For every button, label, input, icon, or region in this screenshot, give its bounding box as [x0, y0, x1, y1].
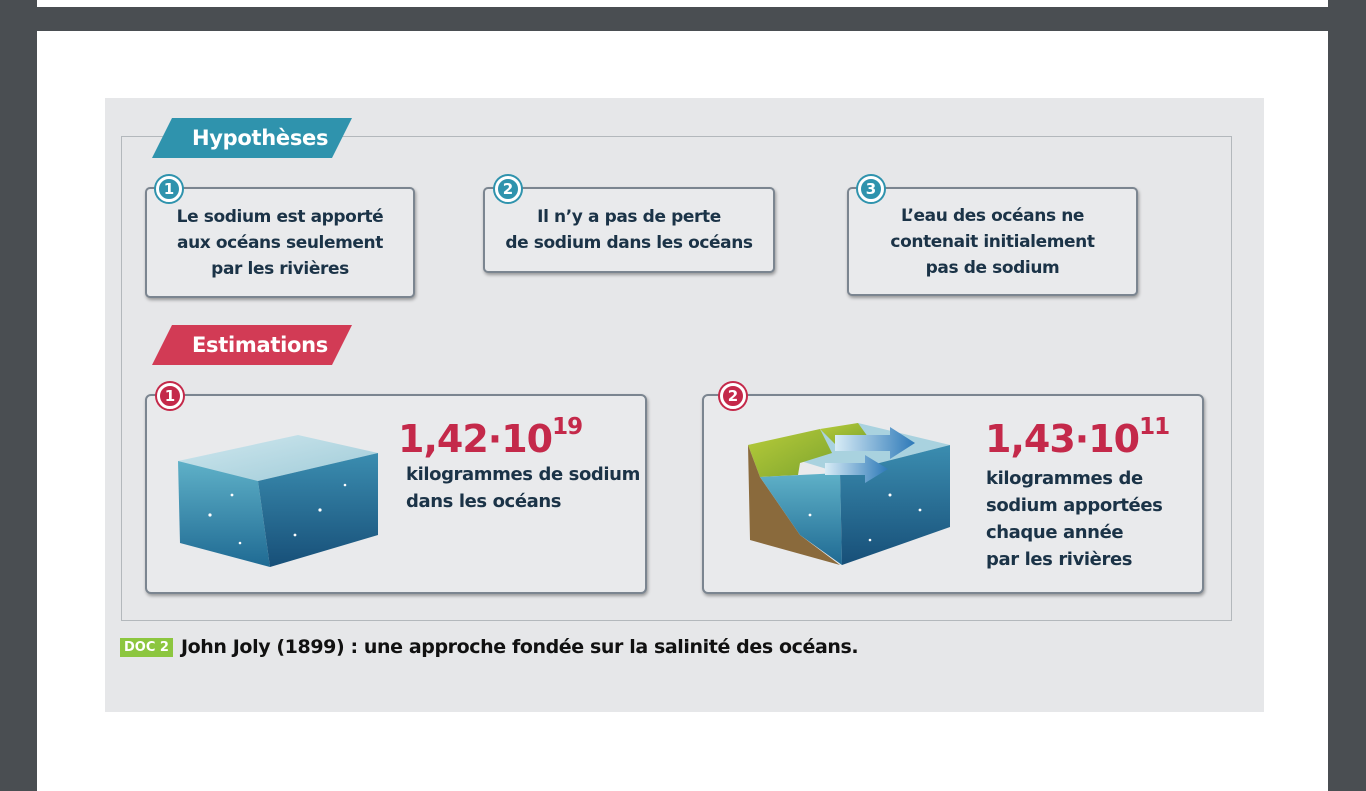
river-ocean-block-illustration	[748, 423, 950, 565]
hypothesis-number-badge: 1	[156, 176, 182, 202]
hypothesis-text: Le sodium est apporté aux océans seuleme…	[176, 206, 384, 279]
hypothesis-number-badge: 3	[858, 176, 884, 202]
doc-badge: DOC 2	[120, 637, 173, 657]
sodium-total-description: kilogrammes de sodium dans les océans	[406, 464, 640, 512]
hypothesis-text: L’eau des océans ne contenait initialeme…	[890, 205, 1095, 278]
hypothesis-card-2: Il n’y a pas de perte de sodium dans les…	[483, 187, 775, 273]
hypotheses-banner: Hypothèses	[152, 118, 352, 158]
hypothesis-card-1: Le sodium est apporté aux océans seuleme…	[145, 187, 415, 298]
previous-page-edge	[37, 0, 1328, 7]
sodium-total-mantissa: 1,42·10	[398, 417, 553, 461]
hypothesis-text: Il n’y a pas de perte de sodium dans les…	[505, 207, 753, 253]
annual-sodium-description: kilogrammes de sodium apportées chaque a…	[986, 468, 1163, 570]
sodium-total-exponent: 19	[552, 414, 583, 441]
hypothesis-number-badge: 2	[495, 176, 521, 202]
ocean-block-illustration	[178, 435, 378, 567]
annual-sodium-mantissa: 1,43·10	[985, 417, 1140, 461]
caption-text: John Joly (1899) : une approche fondée s…	[180, 636, 859, 658]
figure-frame	[121, 136, 1232, 621]
annual-sodium-value: 1,43·1011	[985, 414, 1170, 461]
estimation-number-badge: 2	[720, 383, 746, 409]
estimation-number-badge: 1	[157, 383, 183, 409]
figure-caption: DOC 2 John Joly (1899) : une approche fo…	[120, 634, 859, 660]
hypothesis-card-3: L’eau des océans ne contenait initialeme…	[847, 187, 1138, 296]
estimations-banner: Estimations	[152, 325, 352, 365]
annual-sodium-exponent: 11	[1139, 414, 1170, 441]
sodium-total-value: 1,42·1019	[398, 414, 583, 461]
